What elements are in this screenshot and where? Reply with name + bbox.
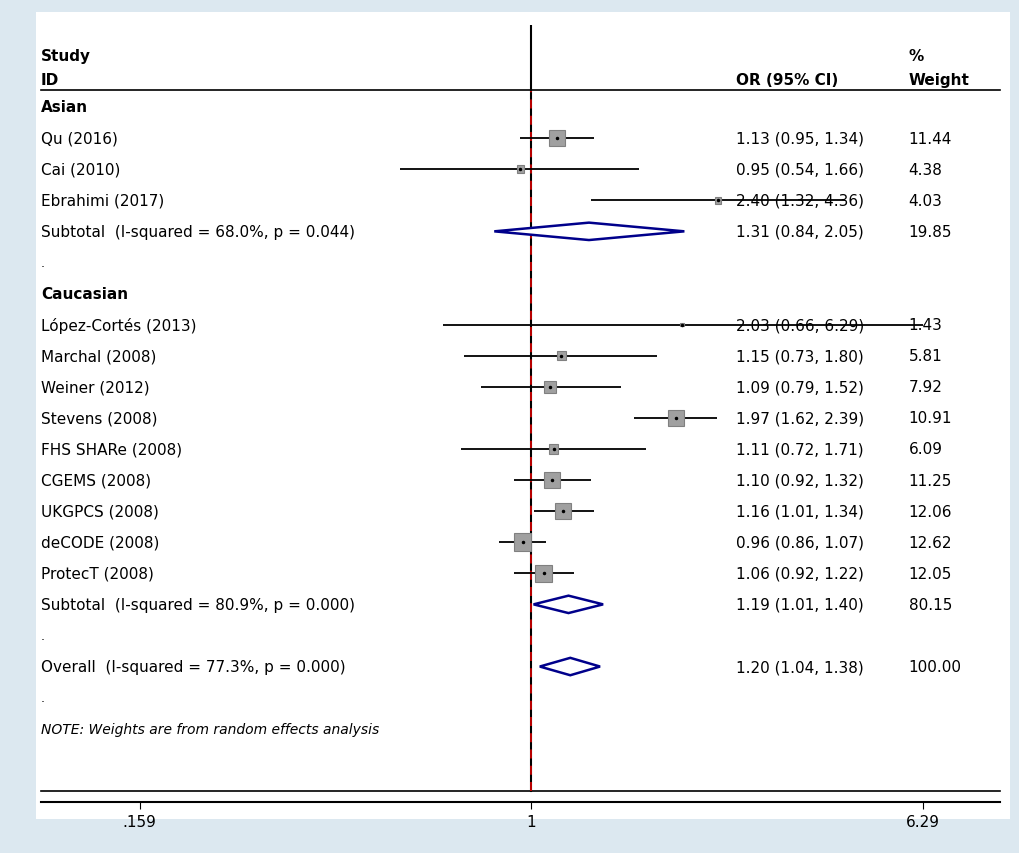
Text: 1.09 (0.79, 1.52): 1.09 (0.79, 1.52) — [736, 380, 863, 395]
Bar — [514, 534, 531, 551]
Bar — [543, 473, 559, 488]
FancyBboxPatch shape — [36, 13, 1009, 819]
Text: Ebrahimi (2017): Ebrahimi (2017) — [41, 194, 164, 208]
Text: Overall  (I-squared = 77.3%, p = 0.000): Overall (I-squared = 77.3%, p = 0.000) — [41, 659, 345, 674]
Text: 6.09: 6.09 — [908, 442, 942, 457]
Text: 1.06 (0.92, 1.22): 1.06 (0.92, 1.22) — [736, 566, 863, 581]
Text: 1.10 (0.92, 1.32): 1.10 (0.92, 1.32) — [736, 473, 863, 488]
Text: 2.03 (0.66, 6.29): 2.03 (0.66, 6.29) — [736, 317, 863, 333]
Text: 1.11 (0.72, 1.71): 1.11 (0.72, 1.71) — [736, 442, 863, 457]
Bar — [554, 503, 571, 519]
Text: .: . — [41, 691, 45, 705]
Text: Stevens (2008): Stevens (2008) — [41, 411, 157, 426]
Bar — [549, 131, 565, 147]
Text: ProtecT (2008): ProtecT (2008) — [41, 566, 154, 581]
Text: FHS SHARe (2008): FHS SHARe (2008) — [41, 442, 181, 457]
Text: 1.16 (1.01, 1.34): 1.16 (1.01, 1.34) — [736, 504, 863, 519]
Text: OR (95% CI): OR (95% CI) — [736, 73, 838, 87]
Text: Weight: Weight — [908, 73, 968, 87]
Text: 11.44: 11.44 — [908, 131, 951, 147]
Text: CGEMS (2008): CGEMS (2008) — [41, 473, 151, 488]
Text: Study: Study — [41, 49, 91, 64]
Text: Cai (2010): Cai (2010) — [41, 162, 120, 177]
Text: 5.81: 5.81 — [908, 349, 942, 363]
Bar — [517, 166, 524, 174]
Text: 4.03: 4.03 — [908, 194, 942, 208]
Text: deCODE (2008): deCODE (2008) — [41, 535, 159, 550]
Text: 1.31 (0.84, 2.05): 1.31 (0.84, 2.05) — [736, 224, 863, 240]
Text: 11.25: 11.25 — [908, 473, 951, 488]
Text: Marchal (2008): Marchal (2008) — [41, 349, 156, 363]
Text: Asian: Asian — [41, 101, 88, 115]
Text: 10.91: 10.91 — [908, 411, 951, 426]
Text: 1.20 (1.04, 1.38): 1.20 (1.04, 1.38) — [736, 659, 863, 674]
Text: 0.96 (0.86, 1.07): 0.96 (0.86, 1.07) — [736, 535, 863, 550]
Bar — [535, 566, 551, 582]
Text: 12.05: 12.05 — [908, 566, 951, 581]
Bar — [714, 198, 720, 205]
Text: 12.62: 12.62 — [908, 535, 951, 550]
Text: 100.00: 100.00 — [908, 659, 961, 674]
Text: 12.06: 12.06 — [908, 504, 951, 519]
Text: 1.13 (0.95, 1.34): 1.13 (0.95, 1.34) — [736, 131, 863, 147]
Text: Subtotal  (I-squared = 68.0%, p = 0.044): Subtotal (I-squared = 68.0%, p = 0.044) — [41, 224, 355, 240]
Text: 19.85: 19.85 — [908, 224, 951, 240]
Text: %: % — [908, 49, 923, 64]
Bar — [548, 444, 557, 454]
Text: 1.19 (1.01, 1.40): 1.19 (1.01, 1.40) — [736, 597, 863, 612]
Bar — [543, 381, 555, 393]
Text: UKGPCS (2008): UKGPCS (2008) — [41, 504, 159, 519]
Text: 1.97 (1.62, 2.39): 1.97 (1.62, 2.39) — [736, 411, 863, 426]
Bar — [680, 323, 684, 327]
Text: .: . — [41, 630, 45, 642]
Polygon shape — [494, 223, 684, 241]
Text: López-Cortés (2013): López-Cortés (2013) — [41, 317, 196, 334]
Text: .: . — [41, 257, 45, 270]
Text: ID: ID — [41, 73, 59, 87]
Text: NOTE: Weights are from random effects analysis: NOTE: Weights are from random effects an… — [41, 722, 379, 736]
Text: Caucasian: Caucasian — [41, 287, 127, 302]
Polygon shape — [539, 658, 599, 676]
Text: 1.43: 1.43 — [908, 317, 942, 333]
Text: 4.38: 4.38 — [908, 162, 942, 177]
Text: 2.40 (1.32, 4.36): 2.40 (1.32, 4.36) — [736, 194, 863, 208]
Text: 80.15: 80.15 — [908, 597, 951, 612]
Text: Qu (2016): Qu (2016) — [41, 131, 117, 147]
Text: Subtotal  (I-squared = 80.9%, p = 0.000): Subtotal (I-squared = 80.9%, p = 0.000) — [41, 597, 355, 612]
Text: 0.95 (0.54, 1.66): 0.95 (0.54, 1.66) — [736, 162, 863, 177]
Polygon shape — [533, 596, 602, 613]
Bar — [556, 351, 566, 361]
Text: 1.15 (0.73, 1.80): 1.15 (0.73, 1.80) — [736, 349, 863, 363]
Text: Weiner (2012): Weiner (2012) — [41, 380, 149, 395]
Bar — [667, 410, 683, 426]
Text: 7.92: 7.92 — [908, 380, 942, 395]
